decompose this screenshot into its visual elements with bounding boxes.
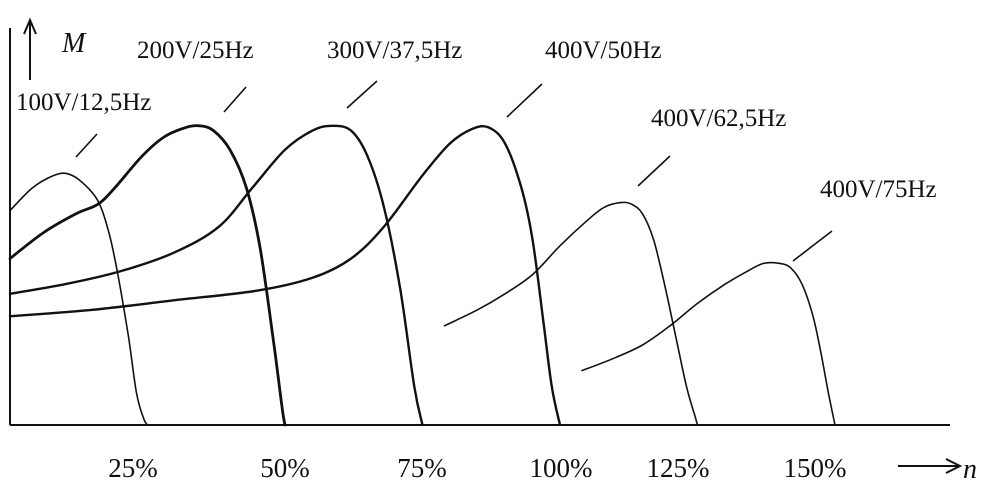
leader-line-400v-75hz <box>792 230 833 262</box>
curve-label-400v-75hz: 400V/75Hz <box>820 176 937 203</box>
x-axis-arrowhead <box>945 458 963 474</box>
series-line-400v-50hz <box>8 124 562 427</box>
x-tick-label-50: 50% <box>260 453 310 483</box>
series-line-400v-75hz <box>581 261 836 426</box>
x-axis-label: n <box>963 454 977 485</box>
curve-label-400v-62-5hz: 400V/62,5Hz <box>651 105 786 132</box>
curve-label-100v-12-5hz: 100V/12,5Hz <box>16 89 151 116</box>
curve-label-300v-37-5hz: 300V/37,5Hz <box>327 37 462 64</box>
x-tick-label-25: 25% <box>108 453 158 483</box>
leader-line-200v-25hz <box>223 86 247 113</box>
x-tick-label-100: 100% <box>530 453 593 483</box>
x-tick-label-150: 150% <box>784 453 847 483</box>
series-line-200v-25hz <box>8 124 287 427</box>
leader-line-300v-37-5hz <box>346 80 378 109</box>
y-axis-arrowhead <box>23 17 37 35</box>
curve-label-200v-25hz: 200V/25Hz <box>137 37 254 64</box>
series-line-300v-37-5hz <box>8 124 424 427</box>
x-tick-label-125: 125% <box>647 453 710 483</box>
leader-line-100v-12-5hz <box>75 133 98 158</box>
curve-label-400v-50hz: 400V/50Hz <box>545 37 662 64</box>
leader-line-400v-62-5hz <box>637 155 671 187</box>
series-line-100v-12-5hz <box>9 172 149 426</box>
x-tick-label-75: 75% <box>397 453 447 483</box>
leader-line-400v-50hz <box>506 83 543 118</box>
series-line-400v-62-5hz <box>443 201 699 426</box>
y-axis-label: M <box>61 28 87 59</box>
